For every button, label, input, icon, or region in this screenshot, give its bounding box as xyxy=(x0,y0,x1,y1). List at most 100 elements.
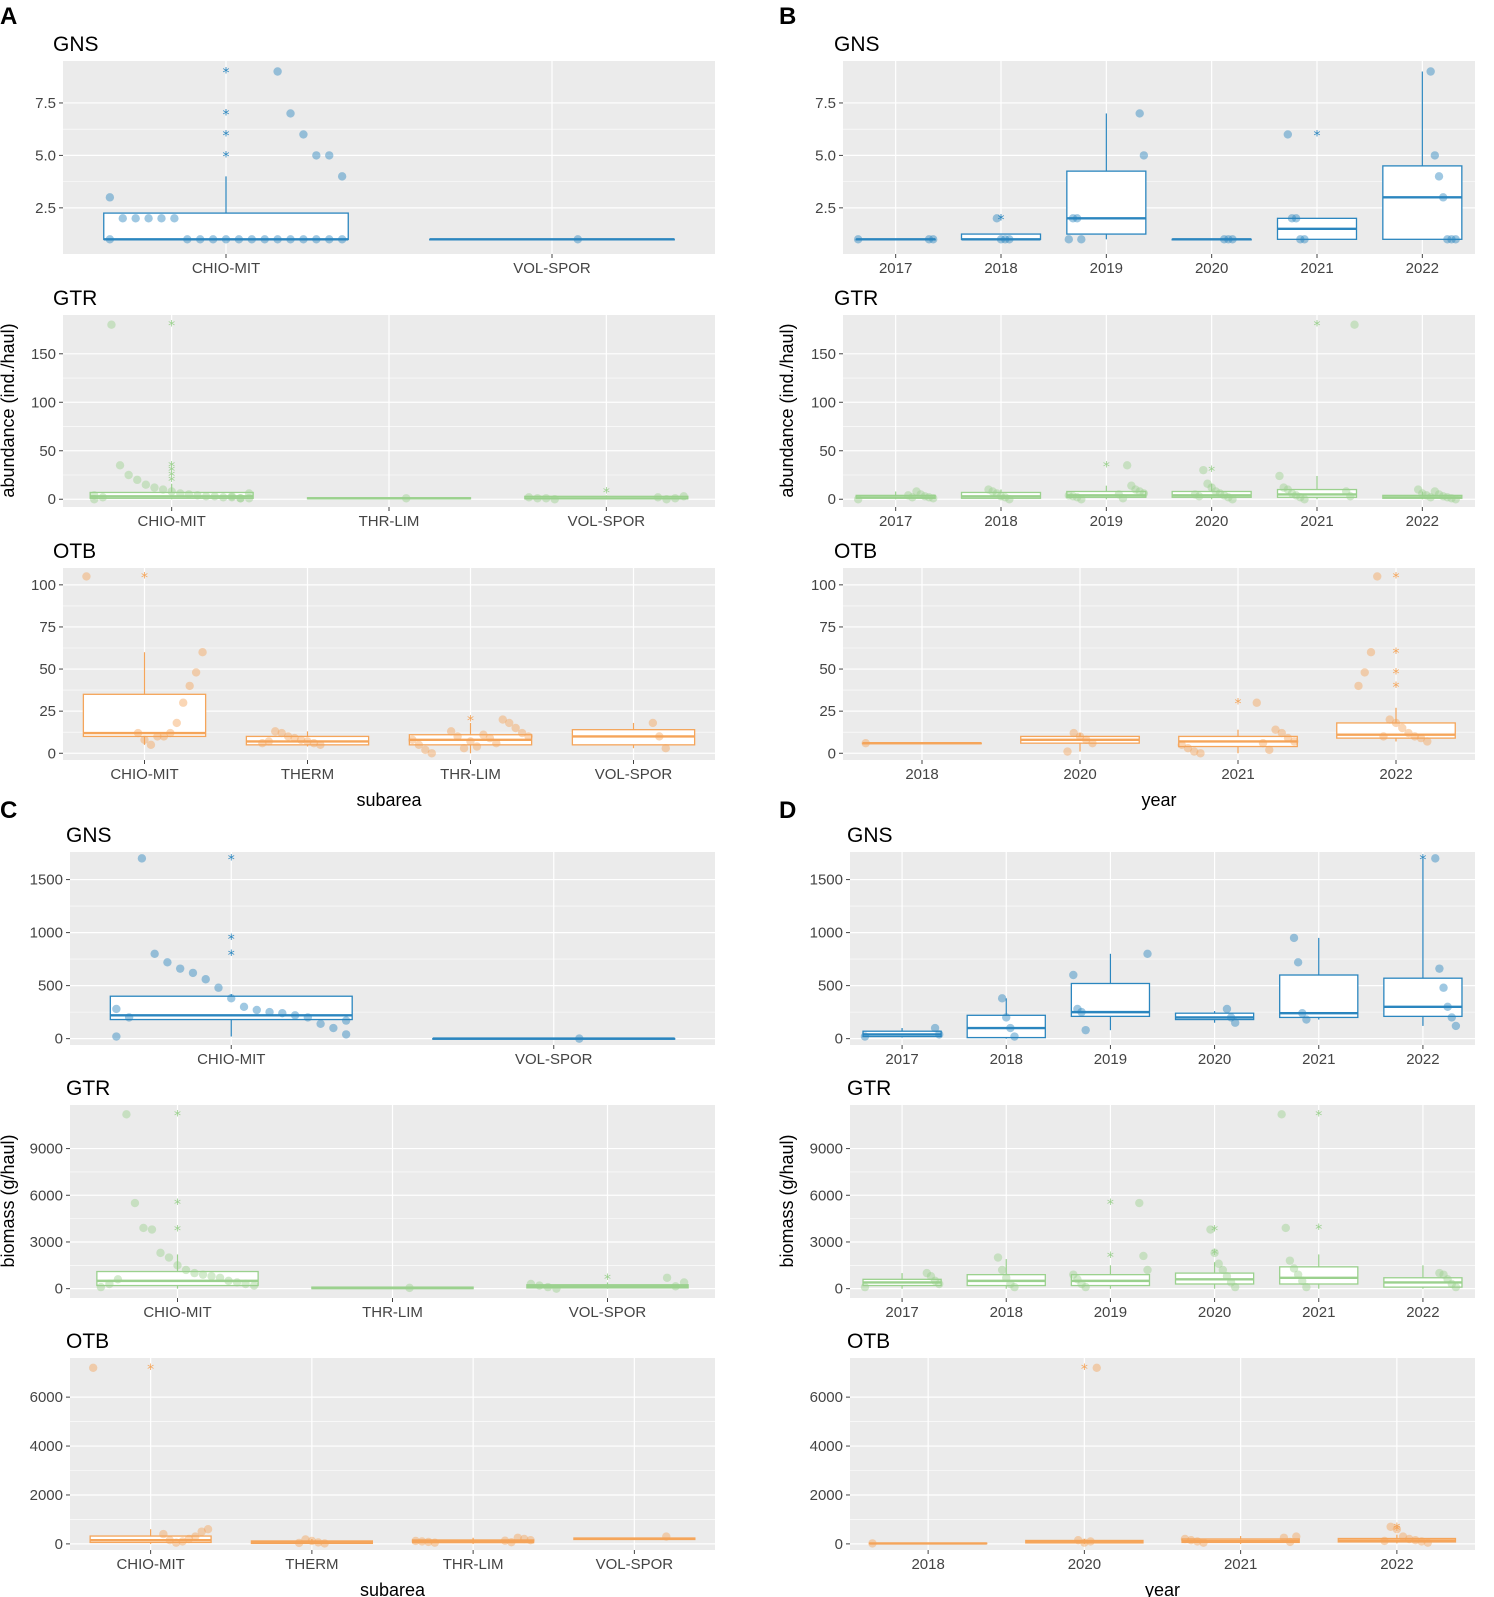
data-point xyxy=(124,1013,134,1022)
data-point xyxy=(1417,1537,1426,1546)
data-point xyxy=(1435,1268,1444,1278)
facet-title: OTB xyxy=(53,540,96,563)
data-point xyxy=(203,1525,213,1534)
data-point xyxy=(166,728,175,738)
outlier-marker: * xyxy=(1107,1197,1114,1213)
data-point xyxy=(316,740,325,750)
data-point xyxy=(513,1533,523,1542)
x-tick-label: 2017 xyxy=(879,260,912,277)
x-tick-label: 2021 xyxy=(1224,1556,1257,1573)
data-point xyxy=(273,235,282,244)
data-point xyxy=(271,727,280,736)
data-point xyxy=(405,1283,414,1293)
y-tick-label: 5.0 xyxy=(35,147,56,164)
data-point xyxy=(1077,1007,1086,1017)
data-point xyxy=(984,485,993,494)
data-point xyxy=(533,494,542,503)
data-point xyxy=(1279,1533,1289,1542)
data-point xyxy=(1064,235,1074,244)
outlier-marker: * xyxy=(1393,1523,1400,1539)
data-point xyxy=(519,1534,529,1544)
data-point xyxy=(421,745,430,755)
data-point xyxy=(1391,718,1401,728)
data-point xyxy=(1002,1273,1011,1282)
data-point xyxy=(446,727,456,736)
data-point xyxy=(1194,492,1204,501)
data-point xyxy=(184,490,194,499)
plot-background xyxy=(70,1358,715,1550)
panel-letter: D xyxy=(779,797,796,824)
data-point xyxy=(264,737,273,746)
data-point xyxy=(195,235,205,244)
data-point xyxy=(1010,1282,1019,1292)
data-point xyxy=(912,487,921,496)
outlier-marker: * xyxy=(604,1272,611,1288)
x-tick-label: VOL-SPOR xyxy=(515,1051,593,1068)
data-point xyxy=(1350,320,1359,329)
data-point xyxy=(1077,495,1086,504)
x-tick-label: 2021 xyxy=(1300,513,1333,530)
y-tick-label: 9000 xyxy=(30,1141,63,1158)
y-tick-label: 0 xyxy=(835,1031,843,1048)
data-point xyxy=(1293,958,1303,967)
y-tick-label: 6000 xyxy=(30,1389,63,1406)
data-point xyxy=(157,214,166,223)
x-tick-label: 2020 xyxy=(1198,1304,1231,1321)
boxplot-2020 xyxy=(1171,235,1252,244)
x-tick-label: 2022 xyxy=(1379,766,1412,783)
data-point xyxy=(926,1272,936,1281)
data-point xyxy=(526,1536,535,1545)
data-point xyxy=(552,1284,561,1293)
boxplot-2019 xyxy=(1064,109,1149,244)
data-point xyxy=(1451,235,1460,244)
y-tick-label: 500 xyxy=(38,978,63,995)
data-point xyxy=(1289,1264,1299,1273)
x-tick-label: 2020 xyxy=(1195,513,1228,530)
data-point xyxy=(500,1536,510,1545)
plot-background xyxy=(850,1105,1475,1298)
data-point xyxy=(1135,1198,1144,1208)
data-point xyxy=(1196,749,1205,758)
outlier-marker: * xyxy=(1107,1250,1114,1266)
data-point xyxy=(573,235,583,244)
boxplot-CHIO-MIT: * xyxy=(88,1362,213,1547)
x-tick-label: CHIO-MIT xyxy=(197,1051,265,1068)
outlier-marker: * xyxy=(223,107,230,123)
facet-title: OTB xyxy=(847,1330,890,1353)
data-point xyxy=(1283,733,1293,743)
x-tick-label: THR-LIM xyxy=(443,1556,504,1573)
data-point xyxy=(1366,648,1376,657)
data-point xyxy=(860,1032,870,1041)
facet-gtr: GTR 0 3000 6000 9000 2017 2018 2019 2020 2021 2022… xyxy=(810,1077,1475,1321)
outlier-marker: * xyxy=(1419,852,1426,868)
facet-gtr: GTR 0 3000 6000 9000 CHIO-MIT THR-LIM VOL-SPOR *… xyxy=(30,1077,715,1321)
x-tick-label: 2022 xyxy=(1406,513,1439,530)
boxplot-2017 xyxy=(860,1023,944,1041)
data-point xyxy=(144,214,153,223)
x-tick-label: VOL-SPOR xyxy=(596,1556,674,1573)
data-point xyxy=(1293,1270,1303,1279)
data-point xyxy=(183,235,192,244)
outlier-marker: * xyxy=(174,1224,181,1240)
data-point xyxy=(1434,490,1444,499)
data-point xyxy=(90,495,99,504)
y-tick-label: 50 xyxy=(819,443,836,460)
data-point xyxy=(208,235,218,244)
boxplot-2021: * xyxy=(1177,697,1299,758)
y-tick-label: 75 xyxy=(819,619,836,636)
data-point xyxy=(219,493,228,502)
box-iqr xyxy=(1070,982,1151,1018)
data-point xyxy=(1281,1223,1290,1233)
data-point xyxy=(924,493,934,502)
data-point xyxy=(96,1282,106,1292)
data-point xyxy=(1392,1525,1402,1534)
data-point xyxy=(112,1004,121,1014)
data-point xyxy=(277,728,286,738)
data-point xyxy=(1068,492,1078,501)
data-point xyxy=(1228,235,1237,244)
boxplot-2021: * xyxy=(1275,319,1359,504)
outlier-marker: * xyxy=(168,464,175,480)
